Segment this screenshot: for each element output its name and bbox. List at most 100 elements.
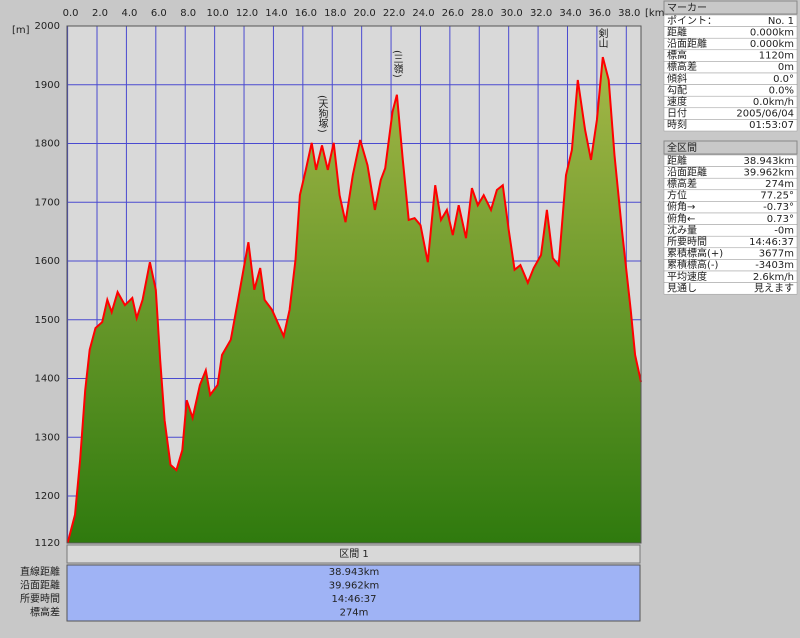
row-label: 標高差	[667, 177, 697, 190]
row-label: 標高差	[667, 60, 697, 73]
row-label: 俯角→	[667, 200, 695, 213]
row-label: 傾斜	[667, 72, 687, 85]
x-axis-label: [km]	[645, 8, 668, 19]
row-value: 2.6km/h	[753, 272, 794, 283]
y-tick-label: 2000	[35, 21, 60, 32]
row-value: No. 1	[768, 16, 794, 27]
y-tick-label: 1120	[35, 538, 60, 549]
row-value: 2005/06/04	[736, 109, 794, 120]
row-value: 38.943km	[329, 567, 380, 578]
row-label: 距離	[667, 25, 687, 38]
y-tick-label: 1700	[35, 197, 60, 208]
x-tick-label: 8.0	[180, 8, 196, 19]
line	[66, 56, 642, 544]
x-tick-label: 28.0	[471, 8, 493, 19]
section-title: 区間 1	[339, 548, 369, 560]
row-label: 距離	[667, 154, 687, 167]
row-value: -0m	[774, 225, 794, 236]
row-label: 沈み量	[667, 223, 697, 236]
section-box	[66, 564, 641, 622]
x-tick-label: 2.0	[92, 8, 108, 19]
x-tick-label: 0.0	[63, 8, 79, 19]
row-label: 沿面距離	[20, 579, 60, 592]
row	[663, 119, 798, 132]
y-tick-label: 1600	[35, 256, 60, 267]
row-label: 勾配	[667, 83, 687, 96]
row-label: 所要時間	[20, 593, 60, 605]
row-value: 39.962km	[743, 167, 794, 178]
row-label: 時刻	[667, 118, 687, 131]
panel-header	[663, 0, 798, 15]
row-value: 0m	[778, 62, 794, 73]
x-tick-label: 20.0	[354, 8, 376, 19]
y-tick-label: 1500	[35, 315, 60, 326]
section-header	[66, 544, 641, 564]
annotation: (天狗塚)	[316, 95, 328, 133]
y-tick-label: 1900	[35, 80, 60, 91]
row-value: 1120m	[759, 51, 794, 62]
row	[663, 282, 798, 295]
row-value: 0.0%	[769, 85, 794, 96]
x-tick-label: 6.0	[151, 8, 167, 19]
row-label: 直線距離	[20, 565, 60, 578]
x-tick-label: 24.0	[412, 8, 434, 19]
row-value: 01:53:07	[749, 120, 794, 131]
area	[67, 57, 642, 543]
x-tick-label: 34.0	[559, 8, 581, 19]
row-value: 0.0°	[773, 74, 794, 85]
annotation: 剣山	[596, 28, 608, 48]
row-value: 0.73°	[767, 214, 794, 225]
row-label: 見通し	[667, 282, 697, 294]
annotation: (三嶺)	[391, 50, 403, 78]
x-tick-label: 18.0	[324, 8, 346, 19]
row-value: 0.000km	[750, 27, 794, 38]
y-tick-label: 1200	[35, 491, 60, 502]
x-tick-label: 30.0	[501, 8, 523, 19]
row-value: 0.000km	[750, 39, 794, 50]
row-value: 77.25°	[760, 191, 794, 202]
row-label: 俯角←	[667, 212, 695, 225]
x-tick-label: 26.0	[442, 8, 464, 19]
row-value: 見えます	[754, 282, 794, 294]
row-value: 274m	[765, 179, 794, 190]
x-tick-label: 14.0	[265, 8, 287, 19]
row-label: 標高差	[30, 606, 60, 619]
x-tick-label: 32.0	[530, 8, 552, 19]
row-value: 3677m	[759, 249, 794, 260]
plot-border	[66, 25, 642, 544]
x-tick-label: 12.0	[236, 8, 258, 19]
y-tick-label: 1300	[35, 432, 60, 443]
row-label: 所要時間	[667, 236, 707, 248]
row-label: 沿面距離	[667, 37, 707, 50]
x-tick-label: 22.0	[383, 8, 405, 19]
row-label: 標高	[667, 49, 687, 62]
x-tick-label: 4.0	[121, 8, 137, 19]
panel-header	[663, 140, 798, 155]
row-label: 累積標高(+)	[667, 247, 723, 260]
row-value: 39.962km	[329, 581, 380, 592]
row-value: 0.0km/h	[753, 97, 794, 108]
x-tick-label: 16.0	[295, 8, 317, 19]
row-label: 方位	[667, 189, 687, 202]
panel-title: 全区間	[667, 141, 697, 154]
row-label: ポイント：	[667, 15, 717, 27]
row-label: 累積標高(-)	[667, 258, 719, 271]
x-tick-label: 10.0	[206, 8, 228, 19]
x-tick-label: 36.0	[589, 8, 611, 19]
panel-title: マーカー	[667, 2, 707, 14]
row-value: -0.73°	[763, 202, 794, 213]
row-value: 38.943km	[743, 156, 794, 167]
row-value: 14:46:37	[332, 594, 377, 605]
x-tick-label: 38.0	[618, 8, 640, 19]
y-axis-label: [m]	[12, 25, 30, 36]
row-value: -3403m	[755, 260, 794, 271]
row-value: 14:46:37	[749, 237, 794, 248]
y-tick-label: 1800	[35, 139, 60, 150]
row-label: 日付	[667, 107, 687, 120]
row-label: 速度	[667, 95, 687, 108]
y-tick-label: 1400	[35, 374, 60, 385]
row-value: 274m	[340, 608, 369, 619]
row-label: 平均速度	[667, 270, 707, 283]
row-label: 沿面距離	[667, 165, 707, 178]
